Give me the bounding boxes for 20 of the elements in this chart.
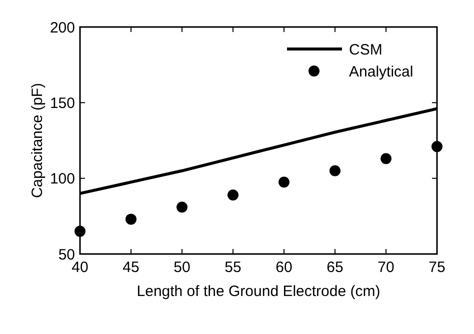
point: [228, 189, 238, 200]
x-axis-title: Length of the Ground Electrode (cm): [136, 283, 380, 300]
y-tick-label: 150: [50, 94, 75, 112]
legend-label: Analytical: [349, 63, 414, 80]
x-tick-label: 65: [326, 259, 344, 276]
y-tick-label: 100: [50, 170, 75, 188]
point: [330, 165, 340, 176]
point: [278, 176, 290, 188]
x-tick-label: 70: [378, 259, 394, 276]
y-tick-label: 200: [50, 19, 75, 36]
y-axis-title: Capacitance (pF): [29, 82, 46, 198]
x-tick-label: 45: [122, 259, 140, 276]
legend-label: CSM: [349, 41, 382, 58]
point: [380, 153, 392, 164]
point: [176, 202, 188, 213]
point: [126, 214, 136, 225]
x-tick-label: 75: [428, 259, 446, 276]
x-tick-label: 60: [276, 259, 292, 276]
x-tick-label: 55: [224, 259, 242, 276]
x-tick-label: 50: [174, 259, 190, 276]
